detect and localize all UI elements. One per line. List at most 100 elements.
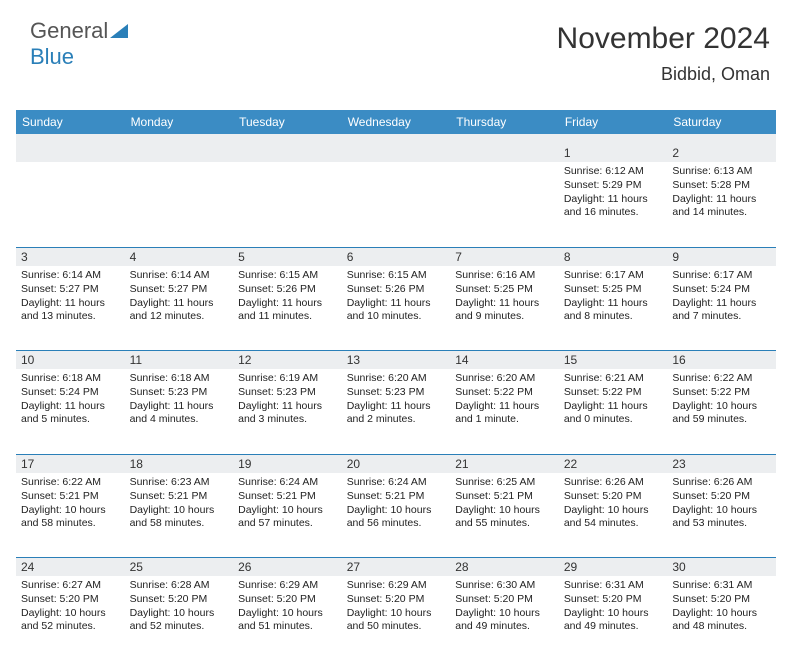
daylight-line: Daylight: 10 hours and 52 minutes. bbox=[21, 607, 120, 633]
day-cell: Sunrise: 6:13 AMSunset: 5:28 PMDaylight:… bbox=[667, 162, 776, 247]
day-number-row: 24252627282930 bbox=[16, 558, 776, 577]
daylight-line: Daylight: 11 hours and 2 minutes. bbox=[347, 400, 446, 426]
day-number-cell: 20 bbox=[342, 454, 451, 473]
day-cell: Sunrise: 6:14 AMSunset: 5:27 PMDaylight:… bbox=[16, 266, 125, 351]
day-cell: Sunrise: 6:15 AMSunset: 5:26 PMDaylight:… bbox=[342, 266, 451, 351]
day-cell bbox=[233, 162, 342, 247]
day-cell: Sunrise: 6:30 AMSunset: 5:20 PMDaylight:… bbox=[450, 576, 559, 661]
day-number-cell: 14 bbox=[450, 351, 559, 370]
sunset-line: Sunset: 5:20 PM bbox=[347, 593, 446, 606]
weekday-header: Wednesday bbox=[342, 110, 451, 134]
day-data: Sunrise: 6:14 AMSunset: 5:27 PMDaylight:… bbox=[130, 269, 229, 324]
daylight-line: Daylight: 10 hours and 49 minutes. bbox=[564, 607, 663, 633]
day-number-row: 12 bbox=[16, 144, 776, 162]
day-data: Sunrise: 6:22 AMSunset: 5:22 PMDaylight:… bbox=[672, 372, 771, 427]
day-data: Sunrise: 6:18 AMSunset: 5:23 PMDaylight:… bbox=[130, 372, 229, 427]
week-row: Sunrise: 6:14 AMSunset: 5:27 PMDaylight:… bbox=[16, 266, 776, 351]
sunset-line: Sunset: 5:24 PM bbox=[672, 283, 771, 296]
sunset-line: Sunset: 5:26 PM bbox=[347, 283, 446, 296]
day-number-cell: 15 bbox=[559, 351, 668, 370]
day-data: Sunrise: 6:14 AMSunset: 5:27 PMDaylight:… bbox=[21, 269, 120, 324]
sunrise-line: Sunrise: 6:14 AM bbox=[130, 269, 229, 282]
sunset-line: Sunset: 5:20 PM bbox=[238, 593, 337, 606]
day-cell: Sunrise: 6:28 AMSunset: 5:20 PMDaylight:… bbox=[125, 576, 234, 661]
sunset-line: Sunset: 5:28 PM bbox=[672, 179, 771, 192]
daylight-line: Daylight: 11 hours and 11 minutes. bbox=[238, 297, 337, 323]
day-data: Sunrise: 6:19 AMSunset: 5:23 PMDaylight:… bbox=[238, 372, 337, 427]
day-number-cell: 28 bbox=[450, 558, 559, 577]
day-number-cell: 4 bbox=[125, 247, 234, 266]
weekday-header: Saturday bbox=[667, 110, 776, 134]
daylight-line: Daylight: 10 hours and 52 minutes. bbox=[130, 607, 229, 633]
day-number-cell bbox=[16, 144, 125, 162]
day-number-cell: 6 bbox=[342, 247, 451, 266]
day-data: Sunrise: 6:24 AMSunset: 5:21 PMDaylight:… bbox=[238, 476, 337, 531]
day-data: Sunrise: 6:24 AMSunset: 5:21 PMDaylight:… bbox=[347, 476, 446, 531]
day-data: Sunrise: 6:26 AMSunset: 5:20 PMDaylight:… bbox=[672, 476, 771, 531]
sunrise-line: Sunrise: 6:12 AM bbox=[564, 165, 663, 178]
sunrise-line: Sunrise: 6:17 AM bbox=[672, 269, 771, 282]
day-cell: Sunrise: 6:26 AMSunset: 5:20 PMDaylight:… bbox=[667, 473, 776, 558]
calendar-table: SundayMondayTuesdayWednesdayThursdayFrid… bbox=[16, 110, 776, 661]
weekday-header: Thursday bbox=[450, 110, 559, 134]
daylight-line: Daylight: 10 hours and 54 minutes. bbox=[564, 504, 663, 530]
week-row: Sunrise: 6:22 AMSunset: 5:21 PMDaylight:… bbox=[16, 473, 776, 558]
header-spacer bbox=[16, 134, 776, 144]
sunset-line: Sunset: 5:20 PM bbox=[672, 593, 771, 606]
day-number-cell: 22 bbox=[559, 454, 668, 473]
day-number-cell bbox=[342, 144, 451, 162]
header: General Blue November 2024 Bidbid, Oman bbox=[0, 0, 792, 110]
day-number-cell: 10 bbox=[16, 351, 125, 370]
day-number-cell: 21 bbox=[450, 454, 559, 473]
day-cell: Sunrise: 6:17 AMSunset: 5:25 PMDaylight:… bbox=[559, 266, 668, 351]
daylight-line: Daylight: 11 hours and 8 minutes. bbox=[564, 297, 663, 323]
day-cell: Sunrise: 6:18 AMSunset: 5:24 PMDaylight:… bbox=[16, 369, 125, 454]
sunset-line: Sunset: 5:23 PM bbox=[347, 386, 446, 399]
day-number-cell: 3 bbox=[16, 247, 125, 266]
daylight-line: Daylight: 11 hours and 1 minute. bbox=[455, 400, 554, 426]
sunset-line: Sunset: 5:20 PM bbox=[455, 593, 554, 606]
sunset-line: Sunset: 5:21 PM bbox=[347, 490, 446, 503]
day-data: Sunrise: 6:29 AMSunset: 5:20 PMDaylight:… bbox=[347, 579, 446, 634]
day-cell: Sunrise: 6:23 AMSunset: 5:21 PMDaylight:… bbox=[125, 473, 234, 558]
sunrise-line: Sunrise: 6:15 AM bbox=[347, 269, 446, 282]
day-number-cell: 12 bbox=[233, 351, 342, 370]
sunrise-line: Sunrise: 6:22 AM bbox=[21, 476, 120, 489]
day-cell: Sunrise: 6:14 AMSunset: 5:27 PMDaylight:… bbox=[125, 266, 234, 351]
sunset-line: Sunset: 5:26 PM bbox=[238, 283, 337, 296]
sunset-line: Sunset: 5:25 PM bbox=[564, 283, 663, 296]
sunset-line: Sunset: 5:23 PM bbox=[238, 386, 337, 399]
sunrise-line: Sunrise: 6:13 AM bbox=[672, 165, 771, 178]
day-cell bbox=[342, 162, 451, 247]
sunset-line: Sunset: 5:24 PM bbox=[21, 386, 120, 399]
weekday-header: Tuesday bbox=[233, 110, 342, 134]
day-cell: Sunrise: 6:25 AMSunset: 5:21 PMDaylight:… bbox=[450, 473, 559, 558]
daylight-line: Daylight: 11 hours and 14 minutes. bbox=[672, 193, 771, 219]
day-number-cell: 16 bbox=[667, 351, 776, 370]
day-cell: Sunrise: 6:29 AMSunset: 5:20 PMDaylight:… bbox=[233, 576, 342, 661]
day-number-cell: 9 bbox=[667, 247, 776, 266]
day-data: Sunrise: 6:16 AMSunset: 5:25 PMDaylight:… bbox=[455, 269, 554, 324]
sunrise-line: Sunrise: 6:17 AM bbox=[564, 269, 663, 282]
day-number-cell: 7 bbox=[450, 247, 559, 266]
sunrise-line: Sunrise: 6:25 AM bbox=[455, 476, 554, 489]
daylight-line: Daylight: 10 hours and 48 minutes. bbox=[672, 607, 771, 633]
day-data: Sunrise: 6:13 AMSunset: 5:28 PMDaylight:… bbox=[672, 165, 771, 220]
sunrise-line: Sunrise: 6:20 AM bbox=[455, 372, 554, 385]
daylight-line: Daylight: 10 hours and 56 minutes. bbox=[347, 504, 446, 530]
day-cell: Sunrise: 6:29 AMSunset: 5:20 PMDaylight:… bbox=[342, 576, 451, 661]
day-number-cell: 17 bbox=[16, 454, 125, 473]
sunset-line: Sunset: 5:22 PM bbox=[564, 386, 663, 399]
week-row: Sunrise: 6:12 AMSunset: 5:29 PMDaylight:… bbox=[16, 162, 776, 247]
day-data: Sunrise: 6:17 AMSunset: 5:24 PMDaylight:… bbox=[672, 269, 771, 324]
day-cell: Sunrise: 6:18 AMSunset: 5:23 PMDaylight:… bbox=[125, 369, 234, 454]
daylight-line: Daylight: 10 hours and 50 minutes. bbox=[347, 607, 446, 633]
daylight-line: Daylight: 10 hours and 55 minutes. bbox=[455, 504, 554, 530]
sunrise-line: Sunrise: 6:18 AM bbox=[21, 372, 120, 385]
week-row: Sunrise: 6:18 AMSunset: 5:24 PM Daylight:… bbox=[16, 369, 776, 454]
day-cell bbox=[125, 162, 234, 247]
sunset-line: Sunset: 5:21 PM bbox=[21, 490, 120, 503]
sunset-line: Sunset: 5:20 PM bbox=[564, 490, 663, 503]
day-number-cell: 13 bbox=[342, 351, 451, 370]
day-cell: Sunrise: 6:19 AMSunset: 5:23 PMDaylight:… bbox=[233, 369, 342, 454]
